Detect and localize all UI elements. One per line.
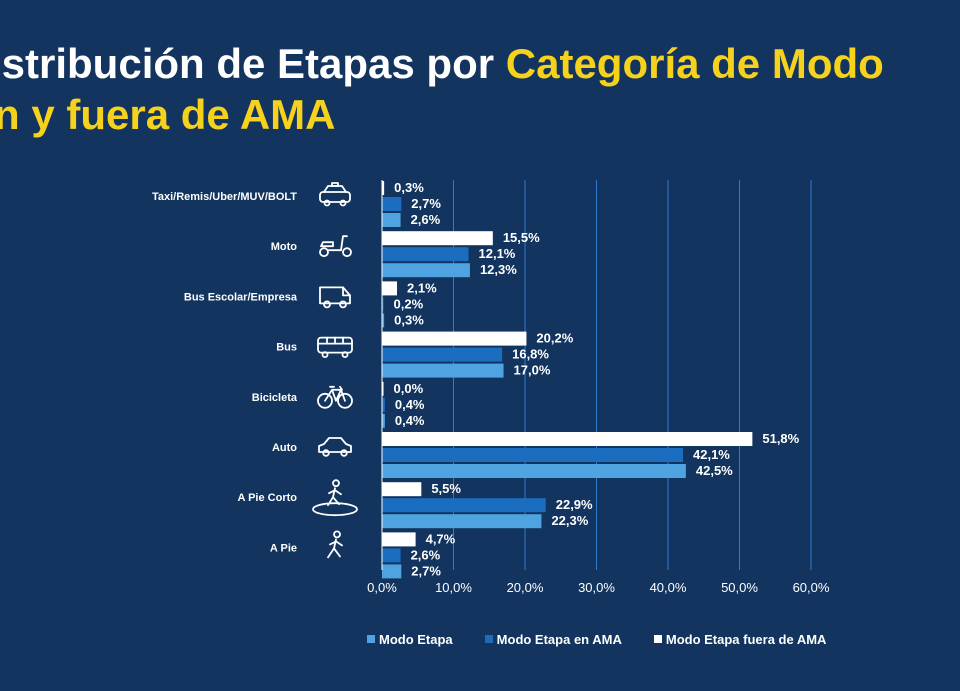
data-label-fuera-ama: 5,5% <box>431 481 461 496</box>
legend-item-modo-etapa-ama: Modo Etapa en AMA <box>484 631 622 647</box>
bar-etapa <box>382 263 470 278</box>
legend-swatch-modo-etapa <box>367 635 375 643</box>
bar-ama <box>382 448 684 462</box>
data-label-fuera-ama: 2,1% <box>407 280 437 295</box>
category-label: Bus Escolar/Empresa <box>184 291 298 303</box>
legend-item-modo-etapa: Modo Etapa <box>367 632 453 647</box>
bar-fuera-ama <box>382 432 753 446</box>
bar-fuera-ama <box>382 281 398 296</box>
pedestrian-circle-icon <box>312 479 358 517</box>
bar-ama <box>382 297 384 312</box>
bar-etapa <box>382 564 402 579</box>
chart-legend: Modo Etapa Modo Etapa en AMA Modo Etapa … <box>367 629 826 649</box>
legend-label-modo-etapa-ama: Modo Etapa en AMA <box>496 631 622 647</box>
chart-title: istribución de Etapas por Categoría de M… <box>0 38 960 148</box>
legend-swatch-modo-etapa-fuera-ama <box>653 635 662 643</box>
bicycle-icon <box>317 385 353 409</box>
data-label-ama: 2,6% <box>411 547 441 562</box>
data-label-etapa: 12,3% <box>480 262 517 277</box>
x-tick-label: 50,0% <box>721 580 758 595</box>
bar-ama <box>382 397 385 412</box>
x-tick-label: 10,0% <box>435 580 472 595</box>
data-label-ama: 0,4% <box>395 397 425 412</box>
bar-etapa <box>382 213 401 227</box>
bar-fuera-ama <box>382 331 527 346</box>
data-label-etapa: 22,3% <box>551 513 588 528</box>
pedestrian-icon <box>327 530 343 559</box>
bar-fuera-ama <box>382 231 493 246</box>
data-label-ama: 0,2% <box>394 296 424 311</box>
bar-etapa <box>382 313 385 328</box>
bar-fuera-ama <box>382 181 385 195</box>
bar-ama <box>382 347 503 362</box>
legend-label-modo-etapa-fuera-ama: Modo Etapa fuera de AMA <box>665 631 827 647</box>
bar-etapa <box>382 514 542 529</box>
scooter-icon <box>319 235 352 258</box>
x-tick-label: 0,0% <box>367 580 397 595</box>
data-label-ama: 22,9% <box>556 497 593 512</box>
bar-ama <box>382 548 401 563</box>
data-label-etapa: 2,6% <box>411 212 441 227</box>
bar-fuera-ama <box>382 381 384 396</box>
category-label: Taxi/Remis/Uber/MUV/BOLT <box>152 191 297 203</box>
title-highlight-part: Categoría de Modo <box>505 40 884 87</box>
data-label-fuera-ama: 20,2% <box>536 331 573 346</box>
data-label-etapa: 42,5% <box>696 463 733 478</box>
bar-ama <box>382 197 402 211</box>
category-label: A Pie Corto <box>238 492 298 504</box>
data-label-ama: 42,1% <box>693 447 730 462</box>
car-icon <box>318 437 352 457</box>
title-white-part: istribución de Etapas por <box>0 40 506 87</box>
bar-ama <box>382 247 469 262</box>
category-label: Bus <box>276 342 297 354</box>
x-tick-label: 40,0% <box>650 580 687 595</box>
title-line-1: istribución de Etapas por Categoría de M… <box>0 38 960 89</box>
x-tick-label: 20,0% <box>507 580 544 595</box>
data-label-fuera-ama: 51,8% <box>762 431 799 446</box>
category-label: Moto <box>271 241 298 253</box>
bus-icon <box>317 336 353 359</box>
data-label-fuera-ama: 0,0% <box>394 381 424 396</box>
bar-etapa <box>382 363 504 378</box>
category-label: Auto <box>272 442 297 454</box>
bar-ama <box>382 498 546 513</box>
bar-fuera-ama <box>382 482 422 497</box>
x-tick-label: 30,0% <box>578 580 615 595</box>
data-label-ama: 2,7% <box>411 196 441 211</box>
data-label-fuera-ama: 15,5% <box>503 230 540 245</box>
bar-fuera-ama <box>382 532 416 547</box>
taxi-icon <box>319 182 351 207</box>
van-icon <box>319 286 351 309</box>
data-label-etapa: 0,4% <box>395 413 425 428</box>
bar-etapa <box>382 464 686 478</box>
data-label-ama: 16,8% <box>512 347 549 362</box>
title-line-2: n y fuera de AMA <box>0 91 336 138</box>
data-label-fuera-ama: 0,3% <box>394 180 424 195</box>
data-label-etapa: 2,7% <box>411 563 441 578</box>
legend-item-modo-etapa-fuera-ama: Modo Etapa fuera de AMA <box>653 631 827 647</box>
data-label-fuera-ama: 4,7% <box>426 531 456 546</box>
data-label-etapa: 17,0% <box>514 363 551 378</box>
category-label: Bicicleta <box>252 392 298 404</box>
data-label-etapa: 0,3% <box>394 312 424 327</box>
data-label-ama: 12,1% <box>479 246 516 261</box>
legend-swatch-modo-etapa-ama <box>484 635 493 643</box>
legend-label-modo-etapa: Modo Etapa <box>379 631 453 647</box>
bar-etapa <box>382 413 385 428</box>
category-label: A Pie <box>270 542 297 554</box>
x-tick-label: 60,0% <box>793 580 830 595</box>
